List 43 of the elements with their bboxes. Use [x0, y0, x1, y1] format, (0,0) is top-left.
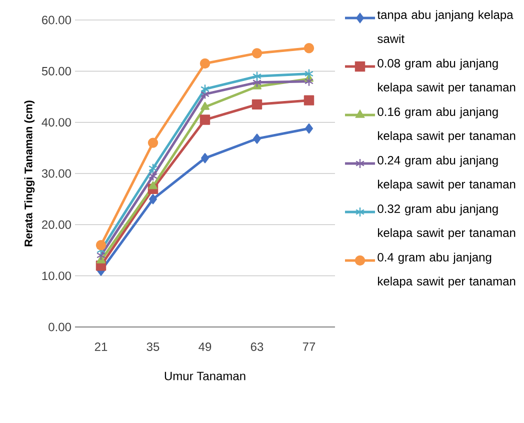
y-tick-label: 20.00 — [42, 220, 71, 229]
point — [148, 138, 158, 148]
point — [252, 77, 262, 88]
point — [200, 89, 210, 100]
point — [200, 114, 210, 125]
point — [148, 170, 158, 182]
point — [304, 76, 314, 86]
legend-label: 0.08 gram abu janjang kelapa sawit per tanaman — [378, 58, 516, 94]
point — [200, 58, 210, 69]
x-tick-label: 49 — [198, 342, 212, 352]
x-tick-label: 35 — [146, 342, 160, 352]
y-tick-label: 60.00 — [42, 16, 71, 24]
point — [304, 43, 314, 54]
y-tick-label: 0.00 — [48, 322, 72, 332]
point — [252, 99, 262, 110]
x-tick-label: 77 — [302, 342, 316, 351]
point — [96, 240, 106, 250]
legend-label: tanpa abu janjang kelapa sawit — [377, 10, 514, 43]
y-tick-label: 50.00 — [42, 66, 71, 76]
y-tick-label: 40.00 — [42, 118, 71, 127]
point — [253, 134, 261, 144]
legend-label: 0.16 gram abu janjang kelapa sawit per tanaman — [378, 107, 516, 142]
y-axis-title: Rerata Tinggi Tanaman (cm) — [24, 100, 35, 246]
point — [148, 163, 158, 174]
legend-label: 0.32 gram abu janjang kelapa sawit per tanaman — [378, 204, 516, 240]
point — [304, 95, 314, 106]
point — [96, 250, 106, 260]
point — [148, 181, 158, 190]
point — [252, 71, 262, 82]
point — [304, 68, 314, 79]
x-tick-label: 63 — [250, 342, 264, 352]
x-axis-title: Umur Tanaman — [164, 372, 246, 380]
x-tick-label: 21 — [94, 342, 108, 351]
point — [200, 102, 210, 110]
point — [201, 153, 209, 164]
legend-label: 0.24 gram abu janjang kelapa sawit per tanaman — [378, 156, 516, 191]
legend-label: 0.4 gram abu janjang kelapa sawit per tanaman — [378, 252, 516, 288]
point — [200, 84, 210, 94]
y-tick-label: 30.00 — [42, 169, 71, 178]
point — [252, 48, 262, 58]
point — [305, 123, 313, 134]
y-tick-label: 10.00 — [42, 272, 71, 280]
point — [149, 194, 157, 204]
